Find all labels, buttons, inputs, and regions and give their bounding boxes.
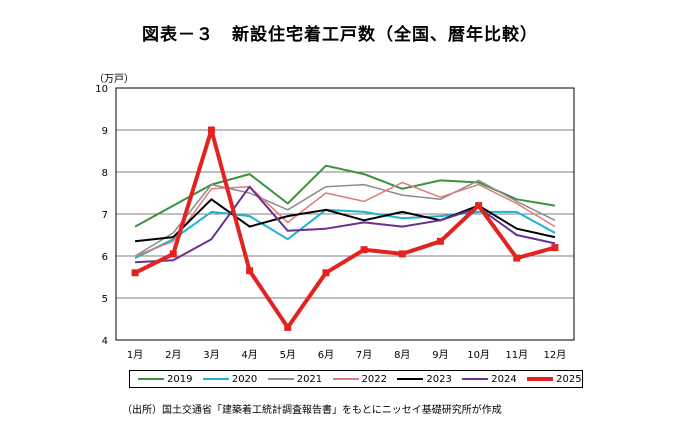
legend-swatch-2020 xyxy=(202,378,229,380)
legend-swatch-2019 xyxy=(138,378,164,380)
legend-swatch-2025 xyxy=(527,377,554,381)
legend-item-2024: 2024 xyxy=(462,373,517,387)
legend-item-2020: 2020 xyxy=(202,373,258,387)
x-tick-label-4: 4月 xyxy=(241,349,257,361)
series-point-2025-10 xyxy=(475,202,483,210)
legend-item-2022: 2022 xyxy=(332,373,388,387)
legend-swatch-2022 xyxy=(332,378,359,380)
x-tick-label-6: 6月 xyxy=(318,349,334,361)
legend-label-2024: 2024 xyxy=(491,374,517,385)
legend-swatch-2024 xyxy=(462,378,489,380)
legend-swatch-2021 xyxy=(267,378,294,380)
x-tick-label-10: 10月 xyxy=(467,349,490,361)
series-point-2025-4 xyxy=(246,267,254,275)
series-point-2025-6 xyxy=(322,269,330,277)
series-point-2025-1 xyxy=(131,269,139,277)
x-tick-label-12: 12月 xyxy=(544,349,567,361)
x-axis-ticks: 1月 2月 3月 4月 5月 6月 7月 8月 9月 10月 11月 12月 xyxy=(127,349,566,361)
series-point-2025-3 xyxy=(207,126,215,134)
x-tick-label-5: 5月 xyxy=(280,349,296,361)
x-tick-label-2: 2月 xyxy=(165,349,181,361)
series-line-2021 xyxy=(134,179,556,257)
legend-label-2022: 2022 xyxy=(361,374,388,385)
series-point-2025-2 xyxy=(169,250,177,258)
series-point-2025-9 xyxy=(436,237,444,245)
data-series xyxy=(131,126,559,331)
legend-label-2021: 2021 xyxy=(296,374,323,385)
x-tick-label-11: 11月 xyxy=(505,349,528,361)
x-tick-label-1: 1月 xyxy=(127,349,143,361)
x-tick-label-3: 3月 xyxy=(203,349,219,361)
x-tick-label-8: 8月 xyxy=(394,349,410,361)
legend-swatch-2023 xyxy=(397,378,424,380)
legend-item-2025: 2025 xyxy=(527,373,582,387)
chart-title: 図表－３ 新設住宅着工戸数（全国、暦年比較） xyxy=(142,25,538,45)
series-point-2025-12 xyxy=(551,244,559,252)
y-tick-label-5: 5 xyxy=(102,294,108,305)
legend-item-2019: 2019 xyxy=(138,373,192,387)
y-tick-label-7: 7 xyxy=(102,210,108,221)
y-tick-label-6: 6 xyxy=(102,252,108,263)
y-tick-label-8: 8 xyxy=(102,168,108,179)
y-axis-unit-label: （万戸） xyxy=(94,74,134,85)
series-line-2022 xyxy=(134,181,556,257)
legend: 2019 2020 2021 2022 2023 2024 2025 xyxy=(129,370,583,388)
series-point-2025-5 xyxy=(284,323,292,331)
legend-item-2021: 2021 xyxy=(267,373,323,387)
y-tick-label-9: 9 xyxy=(102,126,108,137)
series-line-2019 xyxy=(134,164,556,228)
x-tick-label-9: 9月 xyxy=(432,349,448,361)
series-point-2025-11 xyxy=(513,254,521,262)
y-axis-ticks: 4 5 6 7 8 9 10 xyxy=(95,84,108,347)
series-point-2025-7 xyxy=(360,246,368,254)
series-line-2025 xyxy=(134,128,556,330)
series-point-2025-8 xyxy=(398,250,406,258)
y-tick-label-10: 10 xyxy=(95,84,108,95)
y-tick-label-4: 4 xyxy=(102,336,108,347)
series-line-2023 xyxy=(134,198,556,243)
legend-label-2020: 2020 xyxy=(231,374,258,385)
x-tick-label-7: 7月 xyxy=(356,349,372,361)
legend-label-2019: 2019 xyxy=(167,374,193,385)
legend-label-2023: 2023 xyxy=(426,374,452,385)
legend-label-2025: 2025 xyxy=(556,374,582,385)
source-note: （出所）国土交通省「建築着工統計調査報告書」をもとにニッセイ基礎研究所が作成 xyxy=(122,405,502,416)
legend-item-2023: 2023 xyxy=(397,373,452,387)
